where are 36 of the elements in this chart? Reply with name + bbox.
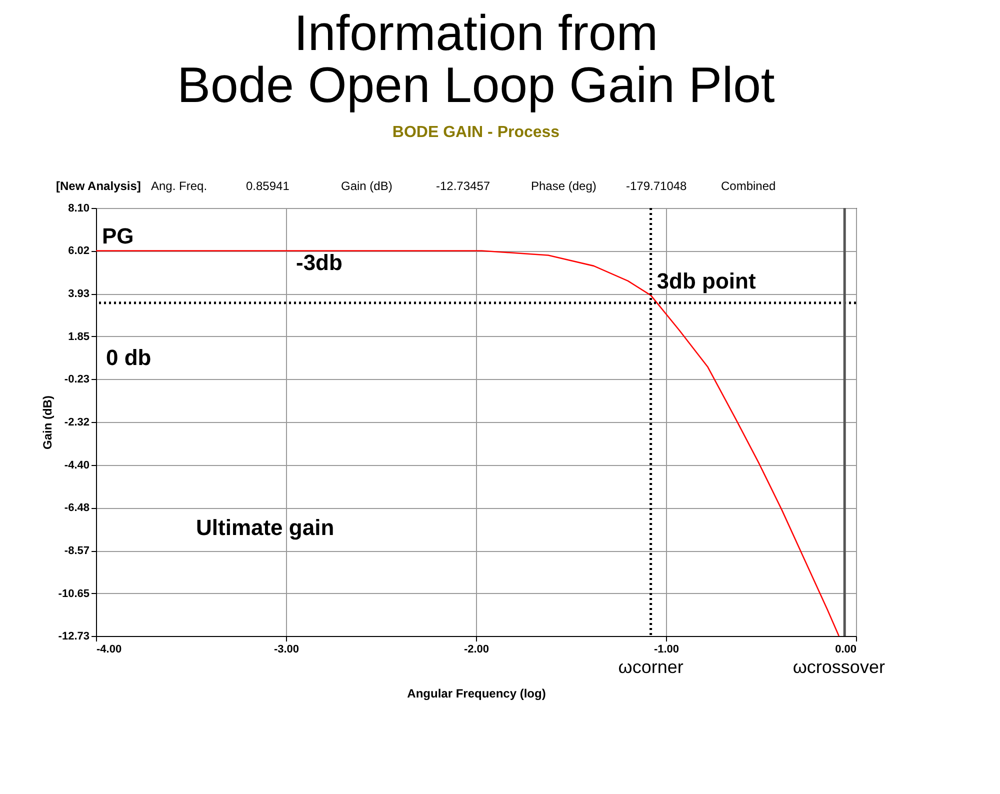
y-tick-label: 3.93 bbox=[68, 288, 90, 300]
y-tick-label: 8.10 bbox=[68, 202, 90, 214]
text: Ang. Freq. bbox=[151, 179, 208, 193]
x-tick-label: -1.00 bbox=[654, 644, 680, 656]
text: -179.71048 bbox=[626, 179, 688, 193]
text: Combined bbox=[721, 179, 776, 193]
annotation: ωcorner bbox=[618, 657, 684, 677]
y-tick-label: -0.23 bbox=[64, 374, 90, 386]
chart-subtitle: BODE GAIN - Process bbox=[392, 124, 560, 141]
y-tick-label: 1.85 bbox=[68, 330, 90, 343]
x-tick-label: -2.00 bbox=[464, 644, 490, 656]
y-tick-label: -10.65 bbox=[58, 588, 90, 600]
chart-title: Information from Bode Open Loop Gain Plot bbox=[177, 5, 775, 113]
text: 0.85941 bbox=[246, 179, 290, 193]
text: [New Analysis] bbox=[56, 179, 141, 193]
annotation: Ultimate gain bbox=[196, 515, 334, 540]
annotation: 3db point bbox=[656, 268, 756, 294]
x-tick-label: -3.00 bbox=[274, 644, 300, 656]
y-tick-label: -6.48 bbox=[64, 502, 90, 514]
line-series bbox=[95, 250, 840, 637]
y-axis-title: Gain (dB) bbox=[40, 396, 54, 450]
x-tick-label: -4.00 bbox=[96, 644, 122, 656]
annotation: ωcrossover bbox=[792, 657, 885, 677]
text: Phase (deg) bbox=[531, 179, 596, 193]
y-tick-label: -8.57 bbox=[64, 545, 90, 558]
y-tick-label: -4.40 bbox=[64, 459, 90, 472]
x-tick-label: 0.00 bbox=[835, 644, 856, 656]
y-tick-label: -2.32 bbox=[64, 416, 90, 429]
text: Gain (dB) bbox=[341, 179, 392, 193]
text: -12.73457 bbox=[436, 179, 490, 193]
annotation: PG bbox=[102, 224, 134, 249]
annotation: -3db bbox=[296, 250, 342, 275]
y-tick-label: 6.02 bbox=[68, 245, 90, 258]
y-tick-label: -12.73 bbox=[58, 630, 90, 642]
annotation: 0 db bbox=[106, 345, 152, 370]
x-axis-title: Angular Frequency (log) bbox=[407, 686, 546, 700]
